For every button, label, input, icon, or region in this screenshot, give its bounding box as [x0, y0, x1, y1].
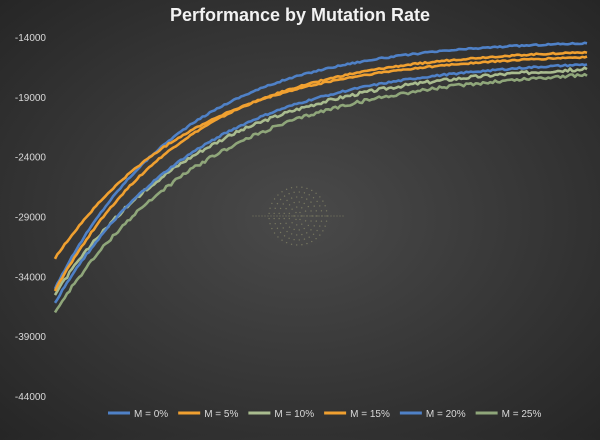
legend-label: M = 0%	[134, 409, 168, 420]
legend-label: M = 15%	[350, 409, 390, 420]
y-tick-label: -19000	[15, 93, 47, 104]
legend-label: M = 25%	[502, 409, 542, 420]
series-line	[53, 50, 588, 292]
series-line	[53, 72, 588, 314]
legend: M = 0% M = 5% M = 10% M = 15% M = 20% M = 25%	[108, 409, 541, 420]
legend-label: M = 5%	[204, 409, 238, 420]
legend-label: M = 20%	[426, 409, 466, 420]
series-line	[53, 63, 588, 304]
y-tick-label: -34000	[15, 272, 47, 283]
y-tick-label: -14000	[15, 33, 47, 44]
chart-title: Performance by Mutation Rate	[170, 5, 430, 25]
legend-label: M = 10%	[274, 409, 314, 420]
y-axis-ticks: -14000 -19000 -24000 -29000 -34000 -39000 -440…	[15, 33, 47, 403]
y-tick-label: -39000	[15, 332, 47, 343]
watermark-dots	[252, 186, 344, 246]
series-line	[53, 55, 588, 260]
series-layer	[53, 41, 588, 314]
y-tick-label: -24000	[15, 153, 47, 164]
y-tick-label: -44000	[15, 392, 47, 403]
y-tick-label: -29000	[15, 213, 47, 224]
